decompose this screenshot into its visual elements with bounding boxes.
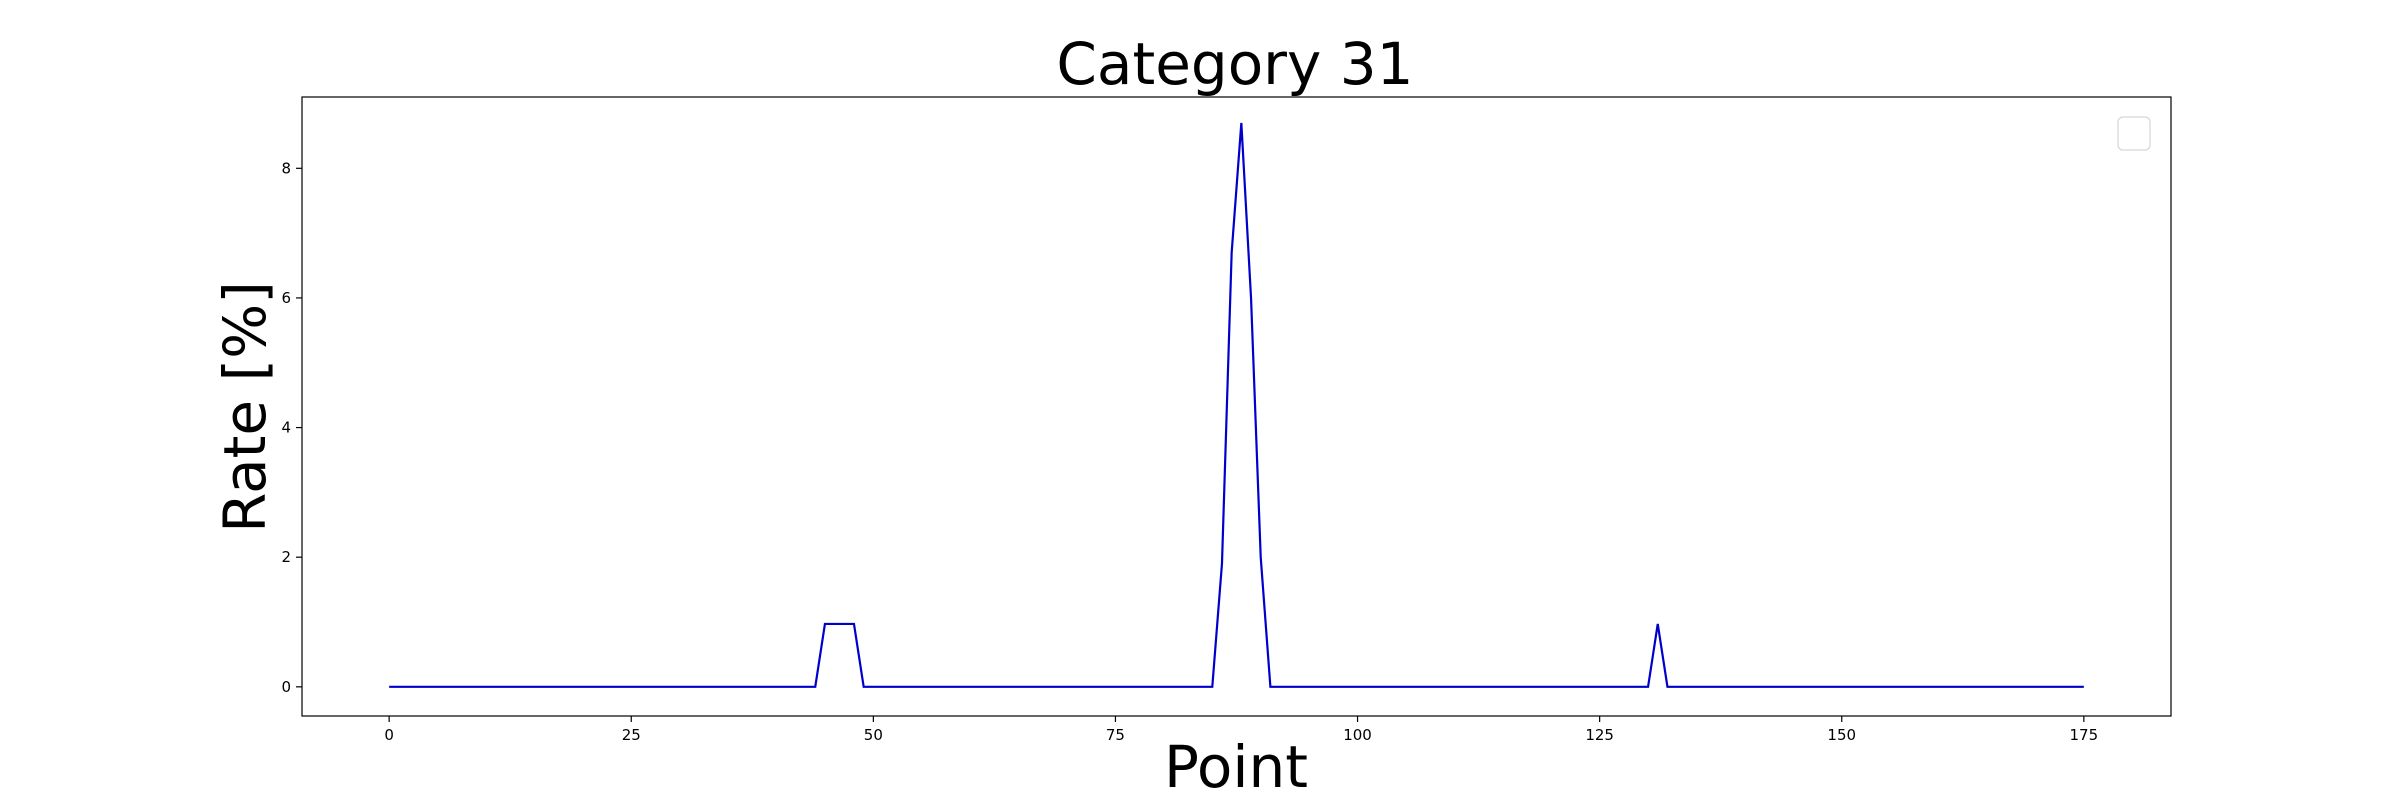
y-tick-label: 0 <box>281 678 291 696</box>
x-tick-label: 175 <box>2070 726 2099 744</box>
y-axis-label: Rate [%] <box>211 281 279 533</box>
x-tick-label: 0 <box>384 726 394 744</box>
chart-title: Category 31 <box>1056 30 1413 98</box>
y-axis-ticks: 0 2 4 6 8 <box>281 159 302 696</box>
series-line <box>389 122 2084 688</box>
x-tick-label: 150 <box>1827 726 1856 744</box>
legend-box <box>2117 116 2151 151</box>
x-axis-label: Point <box>1164 733 1308 800</box>
y-tick-label: 2 <box>281 548 291 566</box>
x-tick-label: 75 <box>1106 726 1125 744</box>
y-tick-label: 8 <box>281 159 291 177</box>
x-axis-ticks: 0 25 50 75 100 125 150 175 <box>384 716 2098 744</box>
y-tick-label: 4 <box>281 419 291 437</box>
x-tick-label: 125 <box>1585 726 1614 744</box>
x-tick-label: 50 <box>864 726 883 744</box>
x-tick-label: 25 <box>622 726 641 744</box>
y-tick-label: 6 <box>281 289 291 307</box>
x-tick-label: 100 <box>1343 726 1372 744</box>
plot-frame <box>301 96 2172 717</box>
